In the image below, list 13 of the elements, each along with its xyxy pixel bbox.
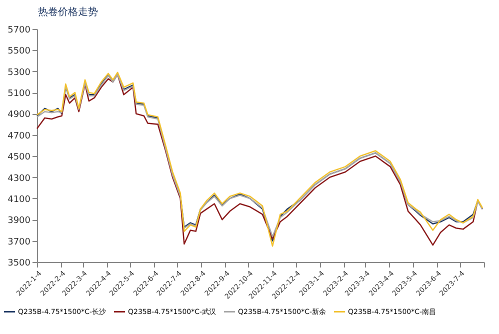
y-tick-label: 3700 [8,237,31,248]
y-tick-label: 4100 [8,194,31,205]
chart-title: 热卷价格走势 [38,6,98,18]
y-tick-label: 4500 [8,152,31,163]
y-tick-label: 4300 [8,174,31,184]
y-tick-label: 5700 [8,26,31,36]
y-tick-label: 3900 [8,216,31,226]
y-tick-label: 5300 [8,68,31,78]
y-tick-label: 4700 [8,131,31,142]
y-tick-label: 5100 [8,89,31,100]
y-tick-label: 5500 [8,46,31,57]
y-tick-label: 3500 [8,258,31,268]
y-tick-label: 4900 [8,110,31,120]
